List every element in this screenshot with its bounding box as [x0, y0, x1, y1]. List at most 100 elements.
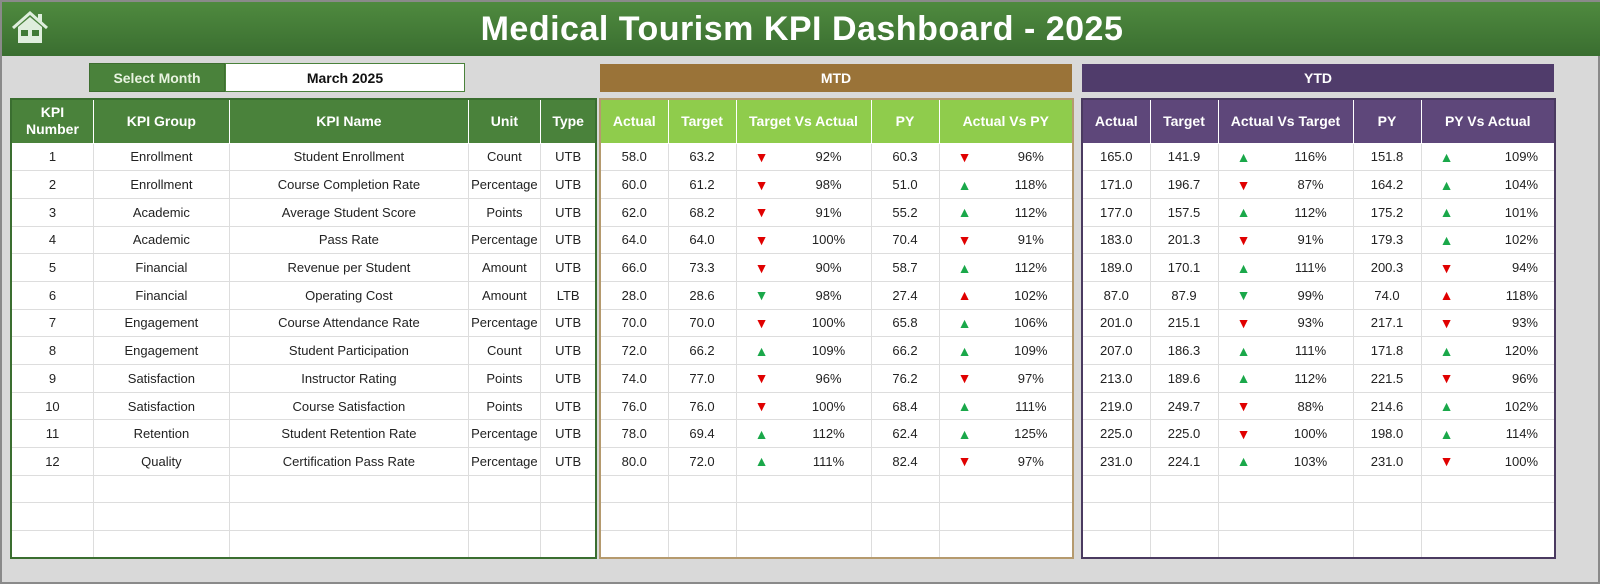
mtd-header-py: PY — [870, 98, 940, 144]
kpi-unit: Count — [467, 336, 541, 365]
kpi-number: 9 — [10, 364, 94, 393]
ytd-py-vs-actual: ▲ 120% — [1420, 336, 1556, 365]
triangle-up-icon: ▲ — [754, 453, 769, 470]
kpi-name: Course Attendance Rate — [228, 308, 469, 338]
kpi-row: 1 Enrollment Student Enrollment Count UTB — [10, 142, 597, 172]
ytd-actual-vs-target-value: 87% — [1297, 177, 1324, 193]
kpi-type: UTB — [539, 447, 597, 476]
triangle-down-icon: ▼ — [1236, 314, 1251, 331]
kpi-type: UTB — [539, 419, 597, 449]
triangle-up-icon: ▲ — [957, 314, 972, 331]
triangle-down-icon: ▼ — [957, 148, 972, 165]
kpi-type: LTB — [539, 280, 597, 310]
mtd-actual: 58.0 — [599, 142, 669, 172]
kpi-group: Enrollment — [92, 170, 230, 199]
triangle-up-icon: ▲ — [1439, 342, 1454, 359]
ytd-actual: 201.0 — [1081, 308, 1151, 338]
mtd-row: 80.0 72.0 ▲ 111% 82.4 ▼ 97% — [599, 447, 1074, 476]
mtd-target-vs-actual-value: 100% — [811, 232, 846, 248]
mtd-actual: 74.0 — [599, 364, 669, 393]
kpi-type: UTB — [539, 364, 597, 393]
ytd-actual-vs-target-value: 91% — [1297, 232, 1324, 248]
mtd-target-vs-actual-value: 92% — [815, 149, 842, 165]
ytd-actual-vs-target-value: 93% — [1297, 315, 1324, 331]
header-kpi-number: KPI Number — [10, 98, 94, 144]
triangle-up-icon: ▲ — [1236, 204, 1251, 221]
ytd-py: 214.6 — [1352, 391, 1422, 421]
mtd-target-vs-actual: ▼ 100% — [735, 308, 872, 338]
mtd-py: 55.2 — [870, 197, 940, 227]
mtd-actual-vs-py-value: 106% — [1014, 315, 1048, 331]
ytd-actual: 207.0 — [1081, 336, 1151, 365]
ytd-actual-vs-target: ▼ 88% — [1217, 391, 1354, 421]
ytd-target: 141.9 — [1149, 142, 1219, 172]
mtd-target-vs-actual: ▼ 91% — [735, 197, 872, 227]
kpi-name: Instructor Rating — [228, 364, 469, 393]
triangle-down-icon: ▼ — [754, 176, 769, 193]
ytd-row: 171.0 196.7 ▼ 87% 164.2 ▲ 104% — [1081, 170, 1556, 199]
ytd-py-vs-actual-value: 94% — [1511, 260, 1538, 276]
kpi-row: 11 Retention Student Retention Rate Percent… — [10, 419, 597, 449]
kpi-type: UTB — [539, 253, 597, 282]
kpi-type: UTB — [539, 142, 597, 172]
ytd-actual: 165.0 — [1081, 142, 1151, 172]
kpi-row: 4 Academic Pass Rate Percentage UTB — [10, 225, 597, 255]
triangle-down-icon: ▼ — [754, 398, 769, 415]
triangle-down-icon: ▼ — [1236, 287, 1251, 304]
mtd-py: 58.7 — [870, 253, 940, 282]
ytd-py-vs-actual-value: 118% — [1505, 287, 1538, 303]
ytd-target: 225.0 — [1149, 419, 1219, 449]
ytd-row: 201.0 215.1 ▼ 93% 217.1 ▼ 93% — [1081, 308, 1556, 338]
mtd-row: 66.0 73.3 ▼ 90% 58.7 ▲ 112% — [599, 253, 1074, 282]
mtd-actual: 76.0 — [599, 391, 669, 421]
mtd-section-header: MTD — [600, 64, 1072, 92]
ytd-actual-vs-target: ▲ 112% — [1217, 364, 1354, 393]
kpi-group: Academic — [92, 197, 230, 227]
kpi-number: 12 — [10, 447, 94, 476]
mtd-target-vs-actual: ▼ 92% — [735, 142, 872, 172]
ytd-actual-vs-target: ▲ 116% — [1217, 142, 1354, 172]
ytd-actual-vs-target: ▼ 99% — [1217, 280, 1354, 310]
mtd-row: 58.0 63.2 ▼ 92% 60.3 ▼ 96% — [599, 142, 1074, 172]
home-icon[interactable] — [10, 8, 50, 48]
ytd-header-target: Target — [1149, 98, 1219, 144]
mtd-target-vs-actual: ▼ 98% — [735, 170, 872, 199]
mtd-py: 62.4 — [870, 419, 940, 449]
mtd-actual-vs-py: ▲ 106% — [938, 308, 1074, 338]
kpi-unit: Percentage — [467, 308, 541, 338]
kpi-unit: Amount — [467, 253, 541, 282]
ytd-actual-vs-target: ▲ 111% — [1217, 336, 1354, 365]
triangle-up-icon: ▲ — [957, 398, 972, 415]
ytd-py-vs-actual: ▲ 101% — [1420, 197, 1556, 227]
ytd-py-vs-actual-value: 96% — [1511, 370, 1538, 386]
ytd-py-vs-actual: ▲ 102% — [1420, 225, 1556, 255]
ytd-py: 217.1 — [1352, 308, 1422, 338]
kpi-number: 2 — [10, 170, 94, 199]
kpi-row: 10 Satisfaction Course Satisfaction Points U… — [10, 391, 597, 421]
ytd-actual-vs-target-value: 116% — [1294, 149, 1327, 165]
mtd-actual-vs-py: ▼ 97% — [938, 447, 1074, 476]
kpi-row: 8 Engagement Student Participation Count UTB — [10, 336, 597, 365]
ytd-py-vs-actual: ▼ 93% — [1420, 308, 1556, 338]
mtd-actual-vs-py: ▲ 102% — [938, 280, 1074, 310]
month-dropdown[interactable]: March 2025 — [225, 63, 465, 92]
ytd-target: 186.3 — [1149, 336, 1219, 365]
mtd-target-vs-actual: ▲ 109% — [735, 336, 872, 365]
mtd-header-target-vs-actual: Target Vs Actual — [735, 98, 872, 144]
ytd-py-vs-actual-value: 100% — [1504, 453, 1538, 469]
mtd-target: 64.0 — [667, 225, 737, 255]
header-type: Type — [539, 98, 597, 144]
header-kpi-name: KPI Name — [228, 98, 469, 144]
kpi-name: Operating Cost — [228, 280, 469, 310]
mtd-actual: 64.0 — [599, 225, 669, 255]
mtd-py: 27.4 — [870, 280, 940, 310]
ytd-py: 198.0 — [1352, 419, 1422, 449]
triangle-down-icon: ▼ — [1439, 370, 1454, 387]
ytd-row: 165.0 141.9 ▲ 116% 151.8 ▲ 109% — [1081, 142, 1556, 172]
mtd-target-vs-actual-value: 109% — [811, 343, 846, 359]
mtd-actual-vs-py-value: 96% — [1017, 149, 1044, 165]
triangle-down-icon: ▼ — [754, 231, 769, 248]
ytd-actual-vs-target-value: 111% — [1294, 260, 1327, 276]
mtd-target-vs-actual: ▼ 96% — [735, 364, 872, 393]
mtd-target-vs-actual: ▲ 112% — [735, 419, 872, 449]
